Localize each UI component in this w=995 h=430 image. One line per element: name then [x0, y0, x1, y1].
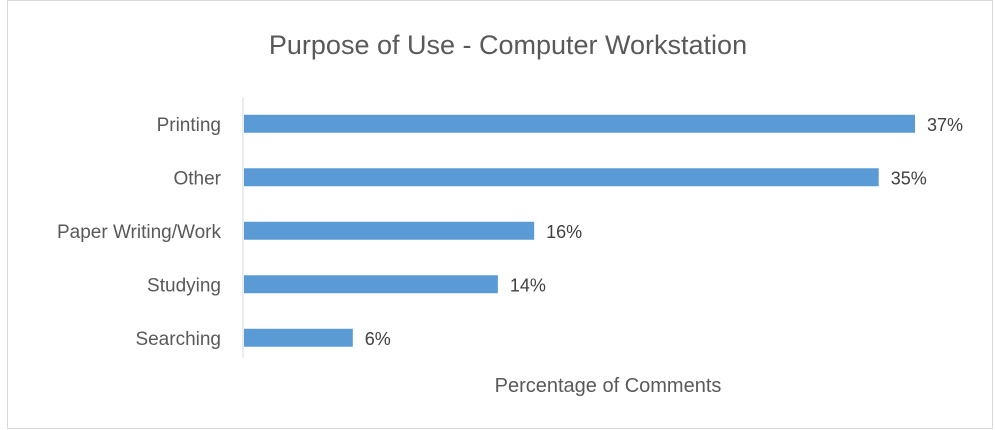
value-label: 16%	[546, 222, 582, 242]
bar-searching	[244, 328, 353, 347]
category-label: Studying	[147, 275, 221, 296]
category-label: Printing	[157, 115, 221, 136]
x-axis-title: Percentage of Comments	[495, 375, 722, 397]
value-label: 14%	[510, 275, 546, 295]
bar-studying	[244, 275, 498, 294]
category-label: Searching	[135, 329, 221, 350]
chart-title: Purpose of Use - Computer Workstation	[269, 30, 747, 60]
value-label: 35%	[891, 168, 927, 188]
category-label: Paper Writing/Work	[57, 222, 222, 243]
chart-frame	[7, 0, 993, 429]
bar-paper-writing-work	[244, 221, 535, 240]
category-label: Other	[173, 168, 221, 189]
bar-other	[244, 168, 879, 187]
value-label: 37%	[927, 115, 963, 135]
bar-printing	[244, 114, 915, 133]
bars-layer: Printing 37% Other 35% Paper Writing/Work 16%…	[57, 114, 963, 350]
value-label: 6%	[365, 329, 391, 349]
